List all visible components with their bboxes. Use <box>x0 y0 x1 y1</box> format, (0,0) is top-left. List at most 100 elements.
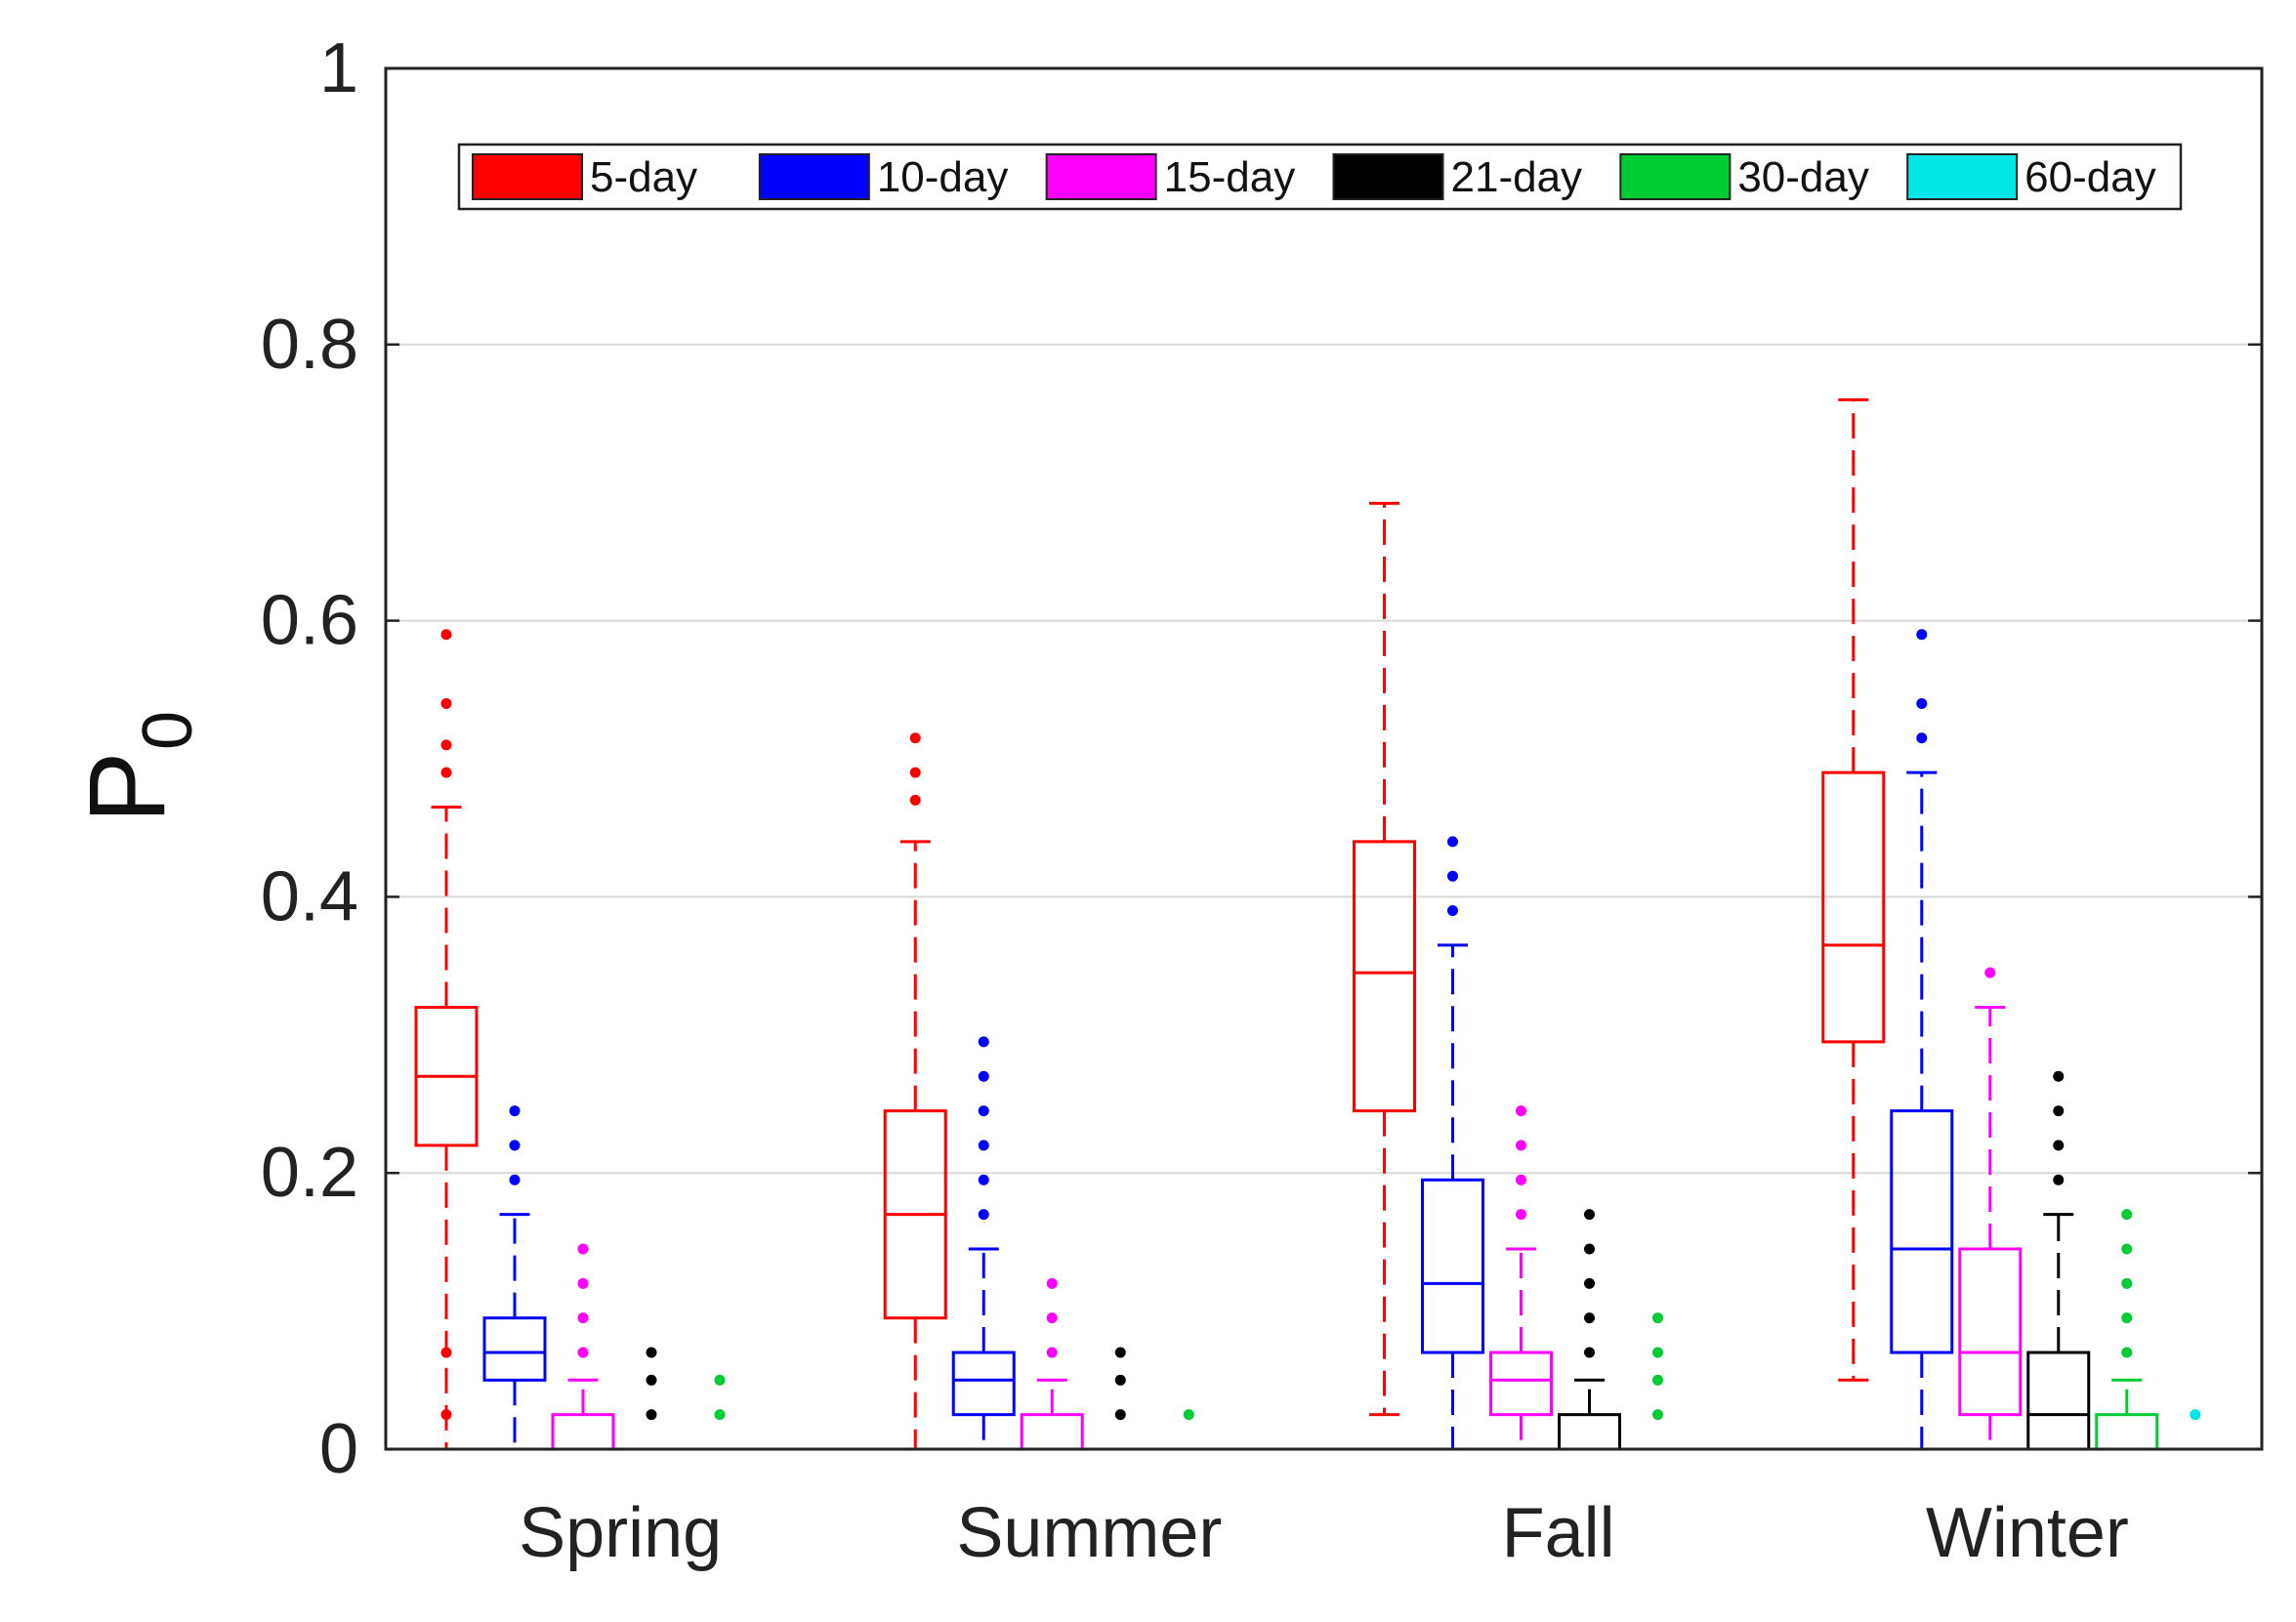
legend-label-10-day: 10-day <box>877 153 1009 201</box>
outlier-point <box>1447 836 1458 848</box>
outlier-point <box>1114 1409 1126 1421</box>
outlier-point <box>714 1374 726 1386</box>
outlier-point <box>978 1140 989 1151</box>
outlier-point <box>2053 1174 2065 1185</box>
outlier-point <box>1046 1347 1058 1358</box>
legend-swatch-60-day <box>1906 153 2019 200</box>
y-axis-label: P 0 <box>67 711 207 823</box>
outlier-point <box>1584 1209 1595 1221</box>
outlier-point <box>509 1140 521 1151</box>
outlier-point <box>1652 1374 1663 1386</box>
outlier-point <box>646 1374 657 1386</box>
legend-label-15-day: 15-day <box>1164 153 1296 201</box>
outlier-point <box>1046 1277 1058 1289</box>
box-iqr <box>1353 840 1416 1113</box>
outlier-point <box>1984 967 1996 978</box>
box-iqr <box>482 1316 547 1382</box>
outlier-point <box>978 1174 989 1185</box>
outlier-point <box>2053 1105 2065 1117</box>
outlier-point <box>2053 1070 2065 1082</box>
box-5-day-Winter <box>1821 397 1886 1382</box>
box-5-day-Spring <box>414 629 479 1451</box>
box-iqr <box>1489 1351 1553 1417</box>
outlier-point <box>2121 1243 2133 1255</box>
box-10-day-Summer <box>951 1036 1016 1451</box>
box-iqr <box>1421 1178 1484 1354</box>
y-tick-label: 1 <box>319 29 358 107</box>
outlier-point <box>577 1347 589 1358</box>
legend-swatch-5-day <box>472 153 583 200</box>
outlier-point <box>1447 905 1458 917</box>
legend-swatch-30-day <box>1619 153 1732 200</box>
outlier-point <box>909 794 921 806</box>
box-15-day-Fall <box>1489 1105 1553 1451</box>
legend-swatch-10-day <box>758 153 870 200</box>
outlier-point <box>1584 1312 1595 1324</box>
outlier-point <box>978 1209 989 1221</box>
outlier-point <box>1516 1140 1526 1151</box>
y-tick-label: 0.4 <box>261 857 358 936</box>
outlier-point <box>2190 1409 2201 1421</box>
outlier-point <box>577 1277 589 1289</box>
outlier-point <box>2121 1312 2133 1324</box>
outlier-point <box>2121 1277 2133 1289</box>
outlier-point <box>1114 1347 1126 1358</box>
outlier-point <box>2121 1347 2133 1358</box>
outlier-point <box>1447 870 1458 882</box>
box-iqr <box>1958 1247 2023 1417</box>
x-category-label: Summer <box>956 1494 1222 1572</box>
legend-frame <box>457 143 2183 211</box>
outlier-point <box>440 629 452 641</box>
outlier-point <box>714 1409 726 1421</box>
legend-label-60-day: 60-day <box>2025 153 2156 201</box>
outlier-point <box>1584 1243 1595 1255</box>
outlier-point <box>509 1105 521 1117</box>
outlier-point <box>1114 1374 1126 1386</box>
legend-label-5-day: 5-day <box>590 153 697 201</box>
box-21-day-Winter <box>2026 1070 2091 1451</box>
outlier-point <box>978 1105 989 1117</box>
y-tick-label: 0.6 <box>261 582 358 660</box>
outlier-point <box>1516 1209 1526 1221</box>
y-tick-label: 0 <box>319 1410 358 1488</box>
outlier-point <box>1584 1277 1595 1289</box>
outlier-point <box>646 1347 657 1358</box>
axes-layer: 0 0.2 0.4 0.6 0.8 1 Spring Summer Fall Winter <box>261 29 2264 1572</box>
legend-swatch-21-day <box>1332 153 1444 200</box>
outlier-point <box>577 1312 589 1324</box>
outlier-point <box>1916 732 1928 744</box>
y-axis-label-subscript: 0 <box>129 711 207 750</box>
outlier-point <box>1916 629 1928 641</box>
outlier-point <box>1516 1105 1526 1117</box>
outlier-point <box>577 1243 589 1255</box>
box-10-day-Fall <box>1421 836 1484 1451</box>
box-10-day-Winter <box>1890 629 1954 1451</box>
outlier-point <box>1046 1312 1058 1324</box>
y-tick-label: 0.2 <box>261 1134 358 1212</box>
outlier-point <box>440 1409 452 1421</box>
box-iqr <box>951 1351 1016 1417</box>
outlier-point <box>1916 697 1928 709</box>
y-axis-label-main: P <box>67 752 188 823</box>
outlier-point <box>2053 1140 2065 1151</box>
outlier-point <box>440 697 452 709</box>
outlier-point <box>1183 1409 1194 1421</box>
box-iqr <box>1821 770 1886 1044</box>
outlier-point <box>646 1409 657 1421</box>
outlier-point <box>978 1070 989 1082</box>
outlier-point <box>2121 1209 2133 1221</box>
outlier-point <box>909 767 921 778</box>
legend-swatch-15-day <box>1045 153 1157 200</box>
legend: 5-day 10-day 15-day 21-day 30-day 60-day <box>457 143 2183 211</box>
box-5-day-Fall <box>1353 501 1416 1417</box>
box-5-day-Summer <box>883 732 947 1451</box>
box-iqr <box>1890 1109 1954 1354</box>
outlier-point <box>440 1347 452 1358</box>
outlier-point <box>440 739 452 751</box>
x-category-label: Fall <box>1502 1494 1615 1572</box>
outlier-point <box>909 732 921 744</box>
outlier-point <box>440 767 452 778</box>
